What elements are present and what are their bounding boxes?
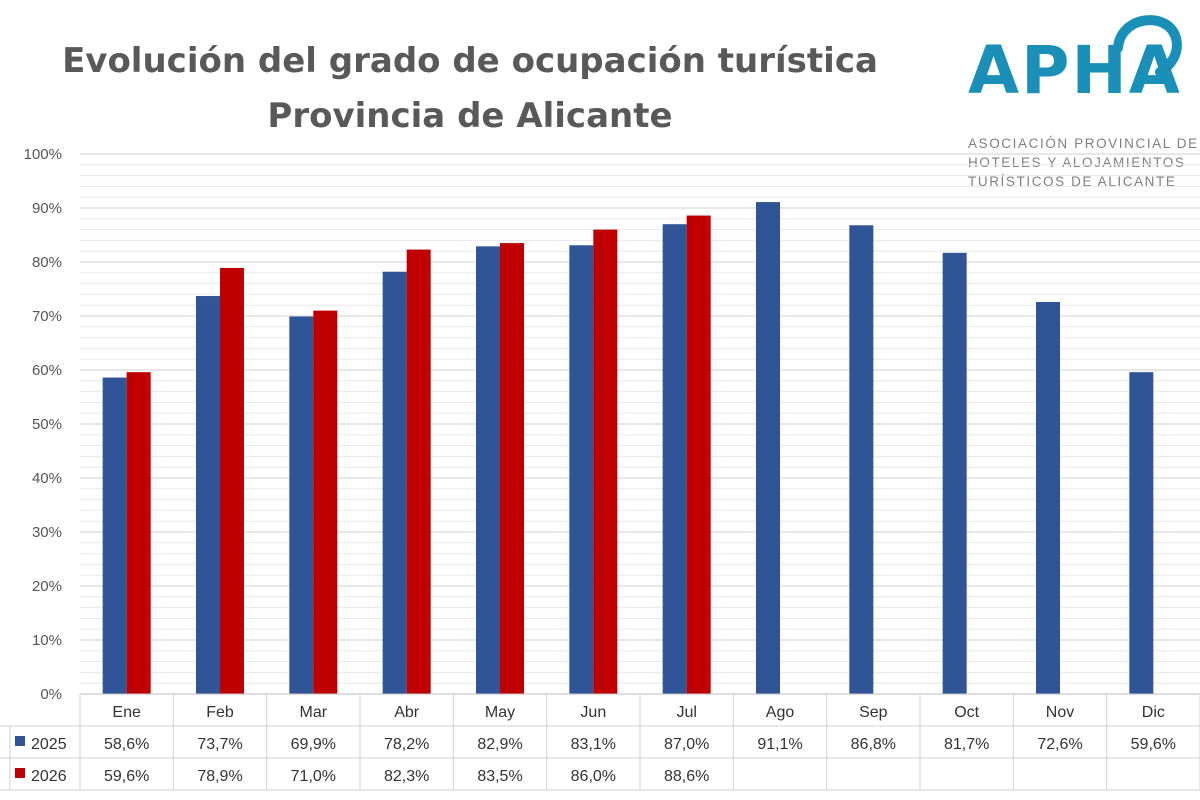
data-label-2026: 59,6% [104, 768, 149, 785]
x-category-label: May [485, 704, 515, 721]
bar-2026-mar [313, 310, 338, 694]
data-label-2025: 72,6% [1037, 736, 1082, 753]
data-label-2025: 73,7% [197, 736, 242, 753]
legend-key-2026 [15, 768, 25, 778]
x-category-label: Ene [112, 704, 141, 721]
y-tick-label: 90% [32, 200, 62, 217]
y-tick-label: 80% [32, 254, 62, 271]
x-category-label: Feb [206, 704, 234, 721]
data-label-2025: 83,1% [571, 736, 616, 753]
data-label-2025: 59,6% [1131, 736, 1176, 753]
x-category-label: Dic [1142, 704, 1165, 721]
y-axis: 0% 10% 20% 30% 40% 50% 60% 70% 80% 90% 100% [24, 146, 62, 703]
bar-2025-nov [1036, 301, 1060, 694]
y-tick-label: 40% [32, 470, 62, 487]
logo-subtitle-line: TURÍSTICOS DE ALICANTE [968, 174, 1177, 189]
data-label-2026: 78,9% [197, 768, 242, 785]
y-tick-label: 20% [32, 578, 62, 595]
bar-2025-ago [756, 202, 780, 694]
chart-title-line2: Provincia de Alicante [267, 96, 673, 136]
bar-2026-jul [686, 215, 711, 694]
data-label-2025: 86,8% [851, 736, 896, 753]
bar-2025-may [476, 246, 500, 694]
data-label-2025: 82,9% [477, 736, 522, 753]
data-label-2025: 69,9% [291, 736, 336, 753]
logo-subtitle-line: HOTELES Y ALOJAMIENTOS [968, 155, 1186, 170]
data-label-2025: 78,2% [384, 736, 429, 753]
y-tick-label: 30% [32, 524, 62, 541]
bar-2025-sep [849, 225, 874, 694]
y-tick-label: 70% [32, 308, 62, 325]
y-tick-label: 50% [32, 416, 62, 433]
logo-swoosh-icon [1113, 15, 1182, 77]
bar-2025-jul [662, 224, 687, 694]
legend-label-2025: 2025 [31, 736, 67, 753]
x-category-label: Sep [859, 704, 888, 721]
logo-subtitle: ASOCIACIÓN PROVINCIAL DE HOTELES Y ALOJA… [968, 134, 1199, 191]
data-label-2026: 86,0% [571, 768, 616, 785]
legend-key-2025 [15, 736, 25, 746]
x-category-label: Jun [580, 704, 606, 721]
data-label-2026: 83,5% [477, 768, 522, 785]
bars [102, 202, 1154, 694]
bar-2025-dic [1129, 372, 1154, 694]
bar-2025-oct [942, 252, 967, 694]
y-tick-label: 10% [32, 632, 62, 649]
x-category-label: Ago [766, 704, 795, 721]
chart-title-line1: Evolución del grado de ocupación turísti… [62, 41, 878, 81]
bar-2026-ene [126, 372, 151, 694]
x-category-label: Jul [676, 704, 696, 721]
legend-label-2026: 2026 [31, 768, 67, 785]
bar-2025-jun [569, 245, 594, 694]
data-label-2026: 71,0% [291, 768, 336, 785]
bar-2026-jun [593, 229, 618, 694]
y-tick-label: 60% [32, 362, 62, 379]
x-category-label: Mar [300, 704, 328, 721]
logo-subtitle-line: ASOCIACIÓN PROVINCIAL DE [968, 136, 1199, 151]
data-label-2026: 88,6% [664, 768, 709, 785]
bar-2025-ene [102, 377, 127, 694]
data-label-2026: 82,3% [384, 768, 429, 785]
data-label-2025: 87,0% [664, 736, 709, 753]
bar-2025-feb [196, 296, 220, 694]
bar-2025-abr [382, 271, 407, 694]
x-category-label: Abr [394, 704, 420, 721]
x-category-label: Oct [954, 704, 979, 721]
data-label-2025: 58,6% [104, 736, 149, 753]
y-tick-label: 100% [24, 146, 62, 163]
bar-2026-abr [406, 249, 431, 694]
grid-lines [80, 153, 1200, 695]
y-tick-label: 0% [40, 686, 62, 703]
data-label-2025: 91,1% [757, 736, 802, 753]
apha-logo: APHA ASOCIACIÓN PROVINCIAL DE HOTELES Y … [960, 8, 1197, 193]
data-label-2025: 81,7% [944, 736, 989, 753]
x-category-label: Nov [1046, 704, 1074, 721]
data-table: Ene Feb Mar Abr May Jun Jul Ago Sep Oct Nov Dic 2025… [0, 693, 1200, 791]
bar-2026-may [500, 243, 524, 694]
logo-word: APHA [968, 32, 1182, 109]
bar-2025-mar [289, 316, 314, 694]
bar-2026-feb [220, 267, 244, 694]
